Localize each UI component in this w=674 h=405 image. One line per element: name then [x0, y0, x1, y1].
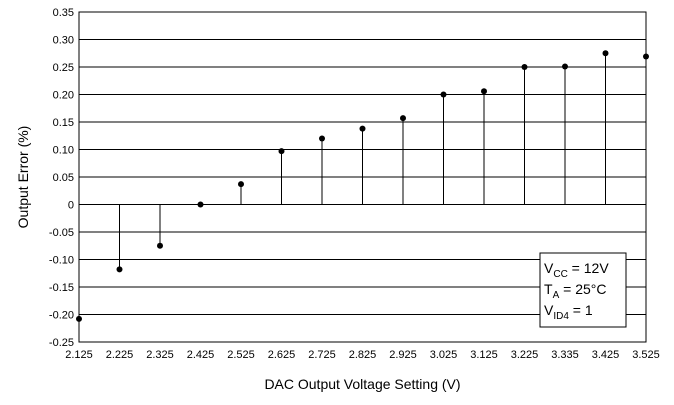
data-point [602, 50, 609, 57]
x-tick-label: 3.225 [511, 349, 539, 361]
x-tick-label: 2.225 [106, 349, 134, 361]
y-axis-title: Output Error (%) [15, 126, 31, 229]
data-point [278, 148, 285, 155]
plot-frame [78, 11, 647, 343]
condition-vcc-value: = 12V [568, 260, 610, 276]
condition-ta-subscript: A [553, 290, 560, 301]
y-tick-label: -0.05 [49, 227, 74, 239]
data-point [400, 115, 406, 122]
condition-vcc-subscript: CC [553, 269, 567, 280]
condition-vcc-symbol: V [544, 260, 554, 276]
x-tick-label: 3.335 [551, 349, 579, 361]
y-tick-label: 0 [68, 200, 74, 212]
condition-vid4-value: = 1 [569, 302, 593, 318]
y-tick-label: 0.05 [53, 172, 74, 184]
x-tick-label: 3.025 [430, 349, 458, 361]
condition-vid4-symbol: V [544, 302, 554, 318]
conditions-box [539, 252, 627, 328]
x-tick-label: 3.525 [632, 349, 660, 361]
y-tick-label: 0.10 [53, 145, 74, 157]
conditions-annotation: VCC = 12V TA = 25°C VID4 = 1 [539, 252, 627, 328]
y-tick-label: -0.25 [49, 337, 74, 349]
x-tick-label: 2.725 [308, 349, 336, 361]
y-tick-label: -0.20 [49, 310, 74, 322]
condition-ta-value: = 25°C [559, 281, 606, 297]
y-tick-label: -0.15 [49, 282, 74, 294]
data-point [440, 91, 447, 98]
data-point [319, 135, 325, 142]
y-tick-label: 0.30 [53, 35, 74, 47]
x-axis-title: DAC Output Voltage Setting (V) [264, 376, 460, 392]
y-tick-label: -0.10 [49, 255, 74, 267]
y-tick-label: 0.15 [53, 117, 74, 129]
data-point [521, 64, 528, 70]
data-point [116, 266, 123, 273]
x-tick-label: 3.425 [592, 349, 620, 361]
condition-vcc: VCC = 12V [544, 260, 609, 280]
condition-vid4: VID4 = 1 [544, 302, 593, 322]
x-tick-label: 2.525 [227, 349, 255, 361]
x-tick-label: 3.125 [470, 349, 498, 361]
x-tick-label: 2.625 [268, 349, 296, 361]
condition-ta: TA = 25°C [544, 281, 606, 301]
y-tick-label: 0.35 [53, 7, 74, 19]
condition-vid4-subscript: ID4 [553, 311, 569, 322]
x-tick-label: 2.125 [65, 349, 93, 361]
x-tick-label: 2.825 [349, 349, 377, 361]
x-tick-label: 2.325 [146, 349, 174, 361]
x-tick-label: 2.425 [187, 349, 215, 361]
data-point [359, 125, 366, 132]
y-tick-label: 0.25 [53, 62, 74, 74]
data-point [238, 181, 244, 188]
data-point [157, 242, 163, 249]
data-point [197, 201, 204, 208]
y-tick-label: 0.20 [53, 90, 74, 102]
x-tick-label: 2.925 [389, 349, 417, 361]
data-point [481, 88, 487, 95]
y-tick-labels: -0.25 -0.20 -0.15 -0.10 -0.05 0 0.05 0.10 0.15 0.… [49, 7, 74, 349]
data-point [562, 63, 568, 70]
condition-ta-symbol: T [544, 281, 553, 297]
x-tick-labels: 2.125 2.225 2.325 2.425 2.525 2.625 2.725 2.825… [65, 349, 660, 361]
